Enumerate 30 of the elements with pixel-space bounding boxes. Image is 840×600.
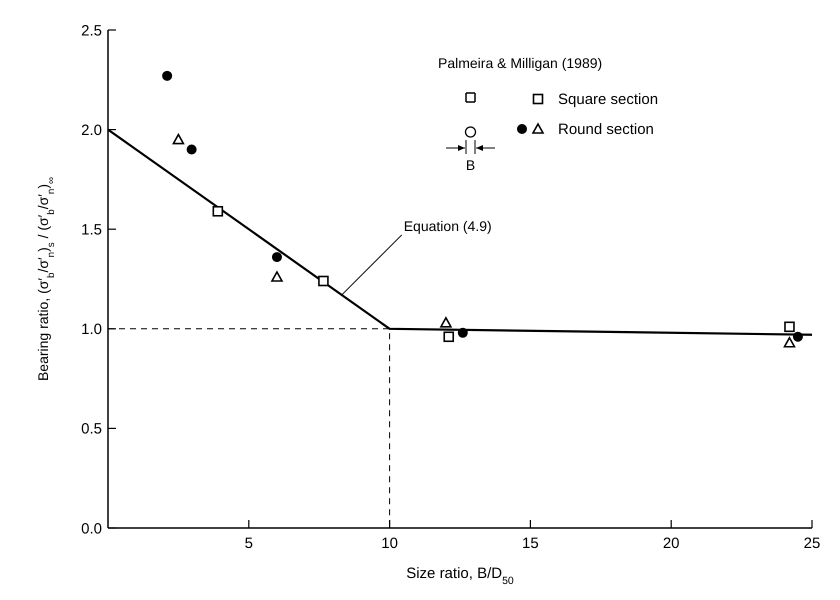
x-tick-label: 25 [804, 535, 820, 552]
point [440, 317, 452, 328]
point [162, 70, 172, 81]
x-tick-label: 10 [381, 535, 398, 552]
y-tick-label: 0.5 [81, 420, 102, 438]
point [272, 252, 282, 262]
point [271, 271, 283, 282]
y-tick-label: 1.5 [81, 221, 102, 238]
point [318, 276, 329, 286]
point [212, 206, 224, 217]
x-tick-label: 20 [662, 535, 680, 552]
x-tick-label: 15 [522, 535, 539, 552]
y-tick-label: 1.0 [81, 321, 102, 338]
x-axis-title: Size ratio, B/D$_{50}$ [406, 565, 514, 587]
y-tick-label: 2.0 [81, 122, 102, 139]
y-tick-label: 2.5 [81, 22, 102, 40]
legend-title: Palmeira & Milligan (1989) [438, 55, 602, 71]
point [458, 328, 468, 338]
point [172, 134, 184, 144]
y-tick-label: 0.0 [81, 520, 102, 538]
point [792, 332, 803, 342]
x-tick-label: 5 [244, 535, 253, 552]
legend-label: Round section [558, 121, 654, 138]
annotation: Equation (4.9) [404, 218, 492, 234]
point [186, 144, 197, 155]
annotation: B [466, 157, 476, 173]
point [784, 322, 795, 332]
point [784, 336, 796, 348]
legend-label: Square section [558, 91, 658, 108]
point [443, 331, 454, 342]
